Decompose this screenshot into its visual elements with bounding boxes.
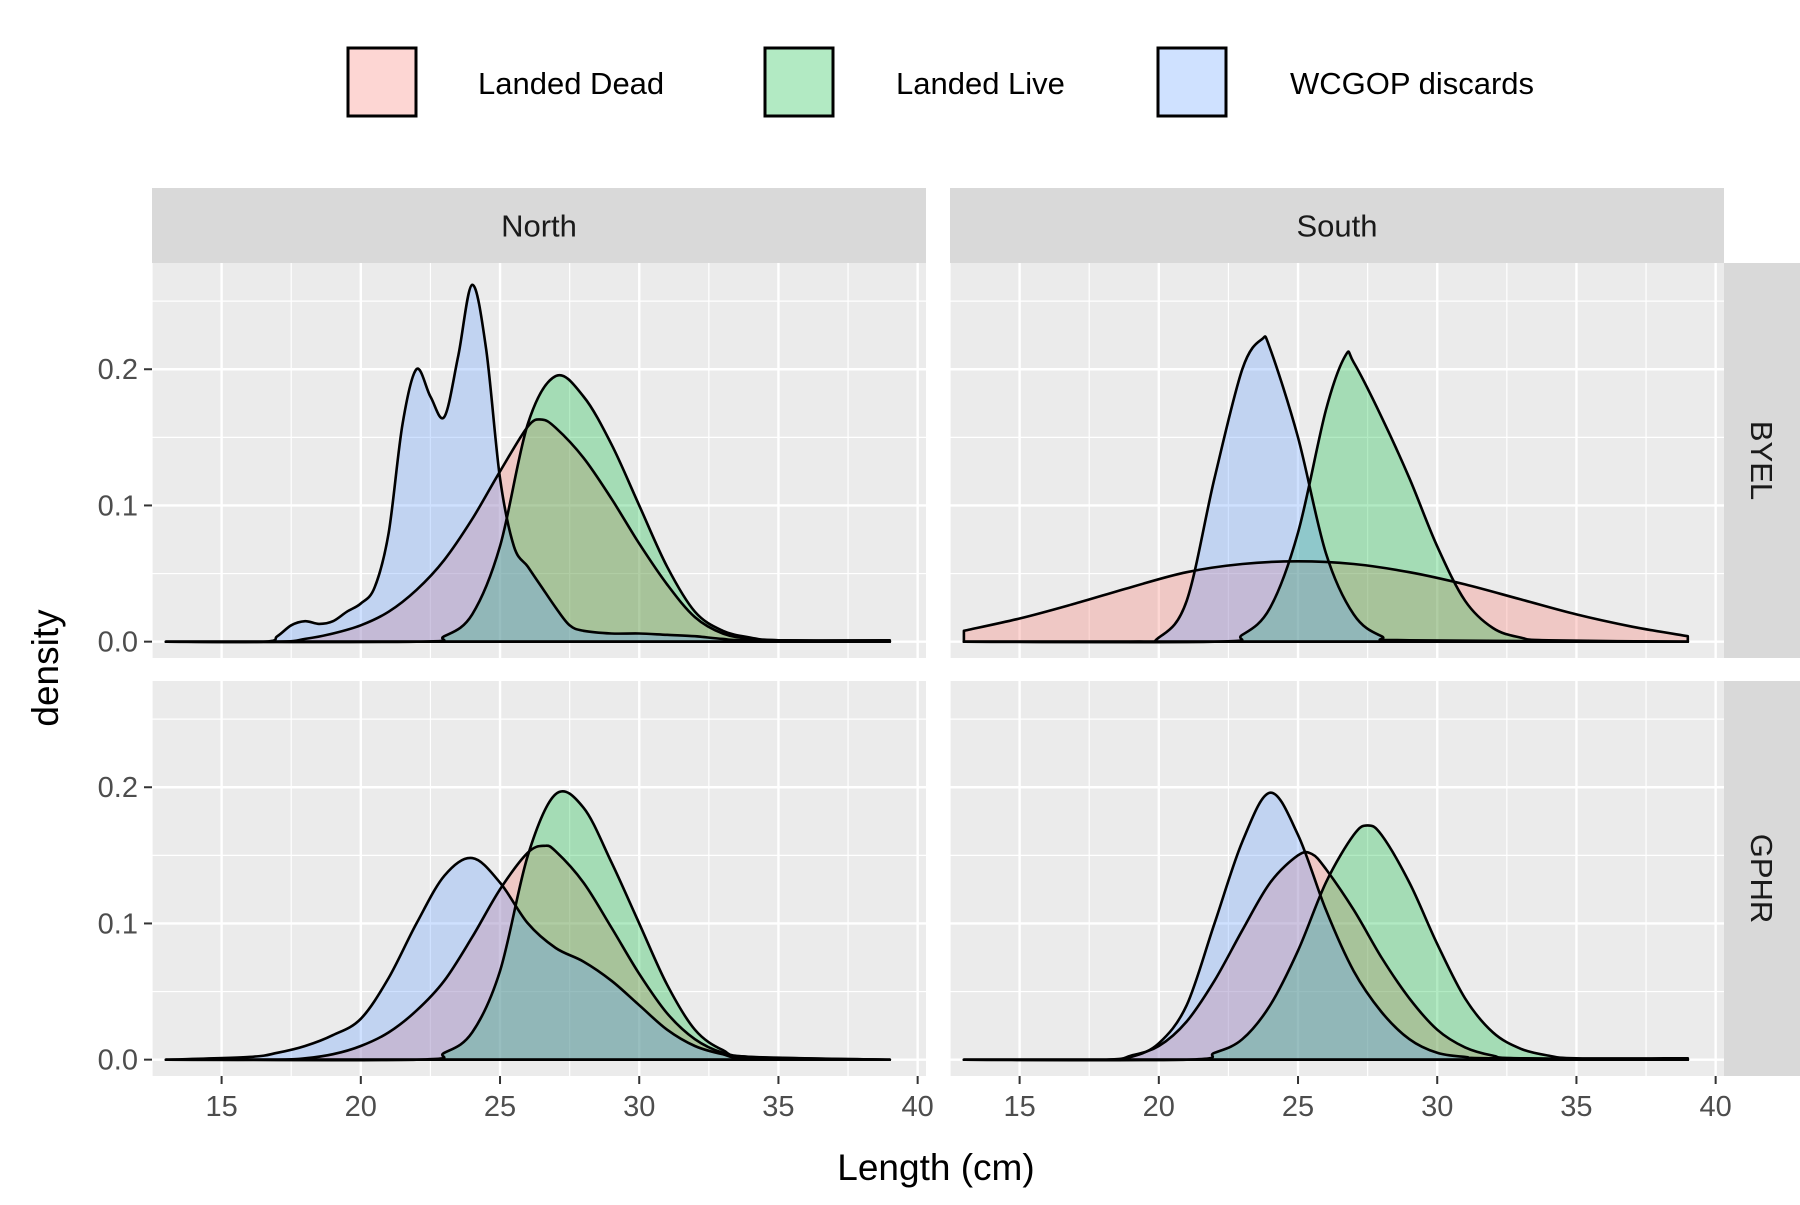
legend-key-landed-dead [346,46,418,118]
panel-north-byel: 0.0 0.1 0.2 [98,263,926,659]
strip-south [950,188,1724,263]
x-tick-label: 40 [1700,1091,1732,1123]
strip-label-gphr: GPHR [1744,834,1779,924]
x-tick-label: 30 [623,1091,655,1123]
density-area-landed-dead [165,419,890,642]
density-area-landed-dead [165,845,890,1060]
density-outline-landed-dead [164,418,892,644]
legend: Landed Dead Landed Live WCGOP discards [346,46,1534,118]
density-area-wcgop-discards [165,857,890,1060]
legend-label-landed-live: Landed Live [896,66,1065,101]
x-tick-label: 25 [1282,1091,1314,1123]
legend-label-wcgop-discards: WCGOP discards [1290,66,1534,101]
y-tick-label: 0.0 [98,1045,138,1077]
panel-south-gphr: 15 20 25 30 35 40 [949,681,1732,1123]
density-outline-landed-live [962,824,1690,1062]
facet-panels: North South BYEL GPHR 0.0 0.1 0.2 15 20 25 30 35 40 0… [98,188,1800,1123]
legend-key-landed-live [763,46,835,118]
strip-gphr [1724,681,1800,1076]
density-outline-landed-live [164,373,892,644]
density-area-landed-dead [963,852,1688,1060]
x-tick-label: 40 [902,1091,934,1123]
density-area-wcgop-discards [165,284,890,643]
y-tick-label: 0.2 [98,354,138,386]
legend-label-landed-dead: Landed Dead [478,66,664,101]
y-tick-label: 0.0 [98,627,138,659]
y-axis-title: density [25,609,66,727]
density-outline-landed-live [962,350,1690,644]
density-outline-wcgop-discards [962,335,1690,644]
density-outline-wcgop-discards [164,283,892,644]
panel-background [950,681,1724,1076]
x-tick-label: 35 [762,1091,794,1123]
strip-byel [1724,263,1800,658]
x-tick-label: 20 [1143,1091,1175,1123]
x-tick-label: 25 [484,1091,516,1123]
density-area-wcgop-discards [963,336,1688,642]
density-outline-wcgop-discards [962,791,1690,1062]
density-area-landed-live [165,791,890,1061]
panel-background [152,263,926,658]
y-tick-label: 0.1 [98,908,138,940]
panel-background [950,263,1724,658]
density-area-landed-live [963,351,1688,643]
density-outline-landed-live [164,789,892,1062]
x-tick-label: 20 [345,1091,377,1123]
x-tick-label: 15 [205,1091,237,1123]
strip-label-byel: BYEL [1744,421,1779,500]
legend-key-wcgop-discards [1156,46,1228,118]
y-tick-label: 0.2 [98,772,138,804]
strip-north [152,188,926,263]
density-outline-wcgop-discards [164,856,892,1061]
strip-label-south: South [1296,209,1377,244]
y-tick-label: 0.1 [98,490,138,522]
panel-north-gphr: 15 20 25 30 35 40 0.0 0.1 0.2 [98,681,934,1123]
density-area-landed-dead [963,561,1688,642]
density-area-landed-live [963,825,1688,1061]
x-tick-label: 30 [1421,1091,1453,1123]
density-area-landed-live [165,375,890,643]
strip-label-north: North [501,209,577,244]
panel-background [152,681,926,1076]
density-area-wcgop-discards [963,792,1688,1060]
x-tick-label: 15 [1003,1091,1035,1123]
x-tick-label: 35 [1560,1091,1592,1123]
x-axis-title: Length (cm) [837,1147,1034,1188]
panel-south-byel [949,263,1724,658]
